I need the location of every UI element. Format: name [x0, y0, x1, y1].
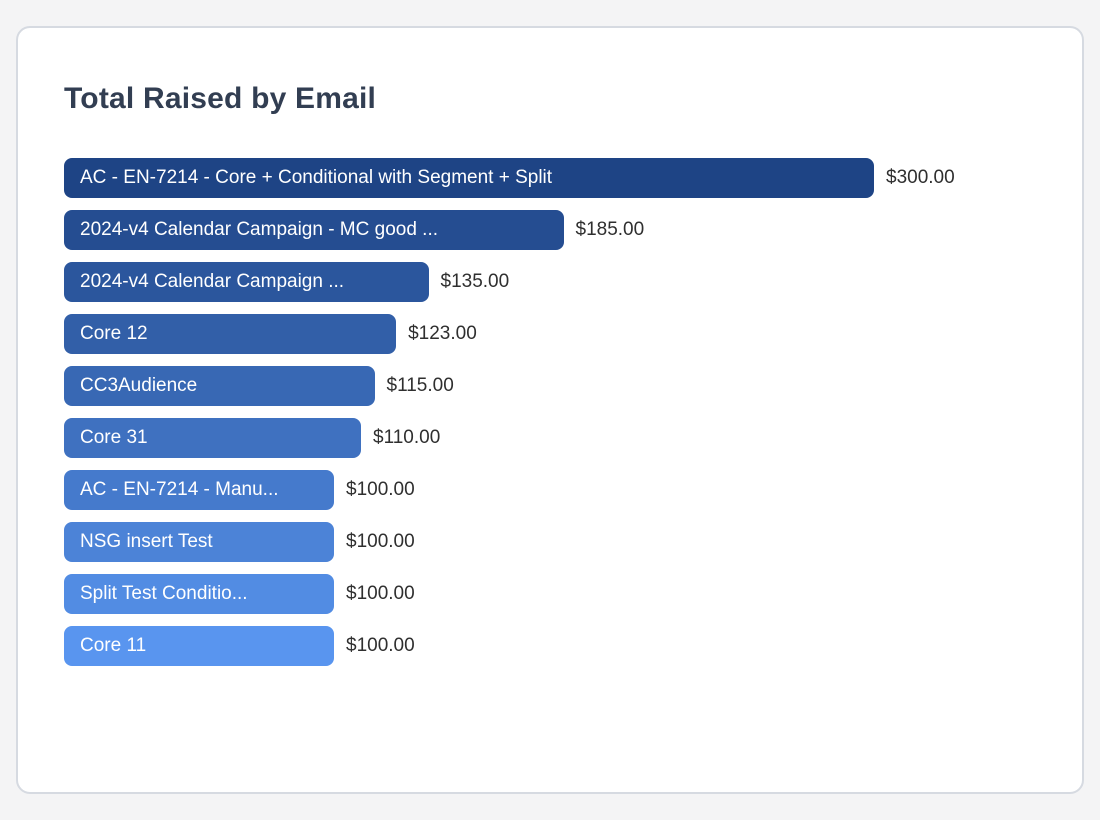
- bar-label: Core 12: [80, 323, 148, 344]
- bar-label: CC3Audience: [80, 375, 198, 396]
- bar-label: Core 11: [80, 635, 147, 656]
- bar[interactable]: Core 12: [64, 314, 397, 354]
- bar-row: Core 31 $110.00: [64, 418, 1036, 458]
- bar-row: 2024-v4 Calendar Campaign ... $135.00: [64, 262, 1036, 302]
- bar-row: CC3Audience $115.00: [64, 366, 1036, 406]
- bar-value: $110.00: [373, 427, 441, 448]
- bar[interactable]: AC - EN-7214 - Core + Conditional with S…: [64, 158, 874, 198]
- bar[interactable]: Core 31: [64, 418, 361, 458]
- bar-value: $100.00: [346, 479, 415, 500]
- bar-label: AC - EN-7214 - Core + Conditional with S…: [80, 167, 553, 188]
- bar[interactable]: CC3Audience: [64, 366, 375, 406]
- bar-label: 2024-v4 Calendar Campaign ...: [80, 271, 345, 292]
- bar-value: $300.00: [886, 167, 955, 188]
- bar-value: $123.00: [408, 323, 477, 344]
- bar-label: Core 31: [80, 427, 148, 448]
- bar[interactable]: Split Test Conditio...: [64, 574, 334, 614]
- bar[interactable]: 2024-v4 Calendar Campaign ...: [64, 262, 429, 302]
- bar-row: 2024-v4 Calendar Campaign - MC good ... $…: [64, 210, 1036, 250]
- bar-row: Core 11 $100.00: [64, 626, 1036, 666]
- chart-title: Total Raised by Email: [64, 82, 377, 115]
- bar-value: $185.00: [575, 219, 645, 240]
- bar-label: Split Test Conditio...: [80, 583, 248, 604]
- bar-value: $115.00: [386, 375, 454, 396]
- bar-row: AC - EN-7214 - Core + Conditional with S…: [64, 158, 1036, 198]
- bar[interactable]: AC - EN-7214 - Manu...: [64, 470, 334, 510]
- bar-row: Core 12 $123.00: [64, 314, 1036, 354]
- bar[interactable]: Core 11: [64, 626, 334, 666]
- bar-value: $100.00: [346, 531, 415, 552]
- bar-value: $135.00: [440, 271, 510, 292]
- bar-row: NSG insert Test $100.00: [64, 522, 1036, 562]
- chart-card: Total Raised by Email AC - EN-7214 - Cor…: [16, 26, 1084, 794]
- bar-chart: AC - EN-7214 - Core + Conditional with S…: [64, 158, 1036, 666]
- bar-label: AC - EN-7214 - Manu...: [80, 479, 279, 500]
- bar-label: NSG insert Test: [80, 531, 213, 552]
- bar[interactable]: 2024-v4 Calendar Campaign - MC good ...: [64, 210, 564, 250]
- bar-value: $100.00: [346, 635, 415, 656]
- bar-label: 2024-v4 Calendar Campaign - MC good ...: [80, 219, 439, 240]
- bar-row: AC - EN-7214 - Manu... $100.00: [64, 470, 1036, 510]
- bar-value: $100.00: [346, 583, 415, 604]
- bar[interactable]: NSG insert Test: [64, 522, 334, 562]
- bar-row: Split Test Conditio... $100.00: [64, 574, 1036, 614]
